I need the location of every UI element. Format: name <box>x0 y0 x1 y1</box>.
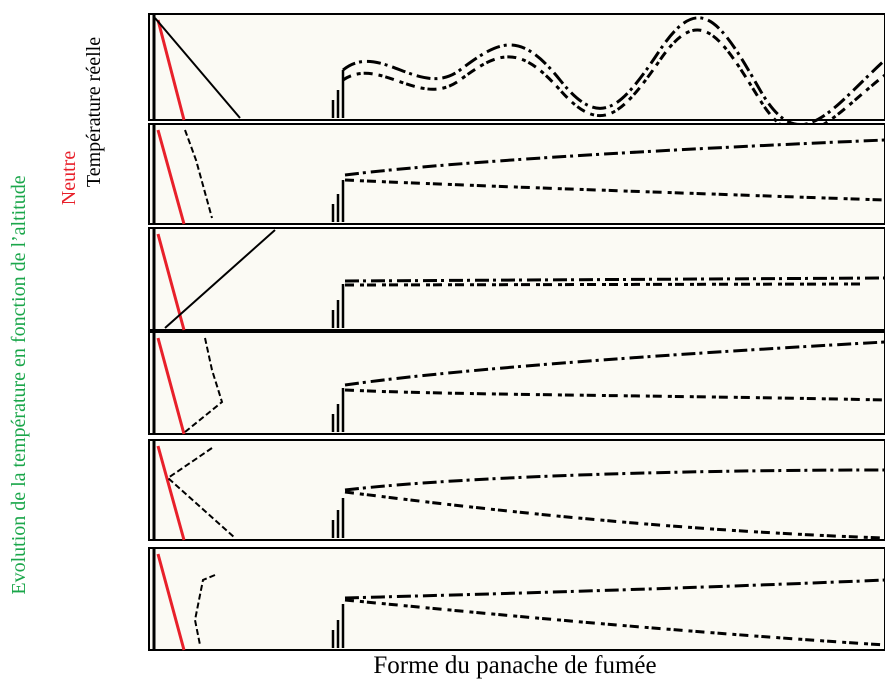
plume-edge <box>344 578 885 600</box>
panel <box>148 331 885 435</box>
chimney <box>331 284 345 328</box>
plume-edge <box>344 276 885 283</box>
plume-edge <box>344 598 885 647</box>
panel-frame <box>148 547 885 651</box>
plume-edge <box>344 138 885 177</box>
neutral-profile <box>156 337 186 435</box>
plume-edge <box>344 490 885 540</box>
chimney <box>331 180 345 222</box>
panel-frame <box>148 123 885 225</box>
real-profile <box>184 337 224 433</box>
plume-edge <box>344 340 885 387</box>
panel <box>148 547 885 651</box>
panel <box>148 227 885 331</box>
real-temperature-label: Température réelle <box>83 37 105 187</box>
plume-edge <box>344 282 861 287</box>
panel-frame <box>148 439 885 541</box>
real-profile <box>164 229 276 329</box>
x-axis-label: Forme du panache de fumée <box>373 652 656 679</box>
chimney <box>331 498 345 538</box>
chimney <box>331 388 345 432</box>
neutral-profile <box>156 445 186 541</box>
real-profile <box>154 17 241 119</box>
panel <box>148 123 885 225</box>
panel-frame <box>148 13 885 121</box>
real-profile <box>166 447 236 539</box>
panels <box>148 13 885 651</box>
y-axis-label: Evolution de la température en fonction … <box>8 175 30 594</box>
real-profile <box>184 129 213 219</box>
panel <box>148 13 885 134</box>
chimney <box>331 70 345 118</box>
plume-edge <box>344 388 885 402</box>
panel-frame <box>148 331 885 435</box>
plume-edge <box>342 16 885 126</box>
real-profile <box>193 574 216 646</box>
chimney <box>331 604 345 648</box>
neutral-profile <box>156 19 186 121</box>
panel <box>148 439 885 541</box>
neutral-label: Neutre <box>58 151 80 206</box>
plume-edge <box>344 468 885 492</box>
neutral-profile <box>156 129 186 225</box>
plume-edge <box>344 178 885 202</box>
neutral-profile <box>156 553 186 651</box>
